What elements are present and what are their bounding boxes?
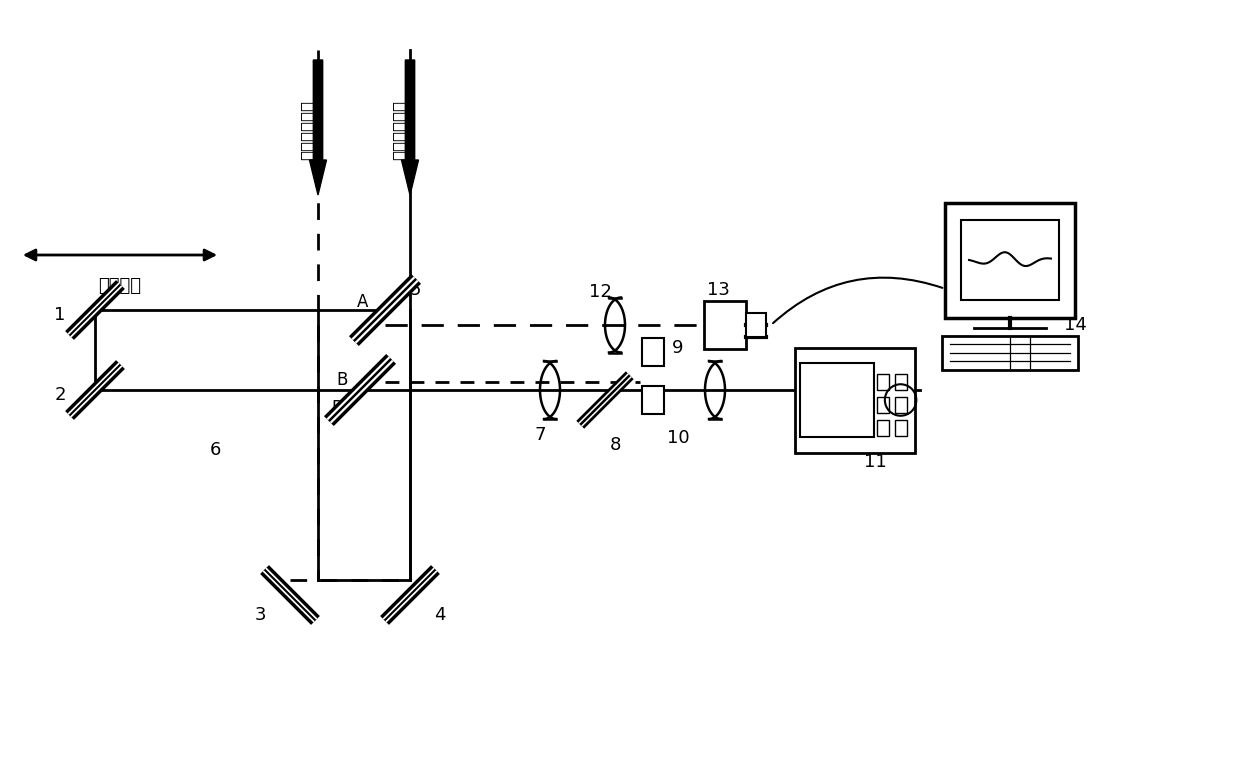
Bar bbox=[642, 386, 663, 414]
Text: B: B bbox=[336, 371, 347, 389]
Text: 可变延迟: 可变延迟 bbox=[98, 277, 141, 295]
Bar bbox=[704, 301, 746, 349]
Text: 5: 5 bbox=[409, 281, 420, 299]
Text: 1: 1 bbox=[55, 306, 66, 324]
Text: 13: 13 bbox=[707, 281, 729, 299]
Bar bbox=[877, 397, 889, 412]
Bar bbox=[961, 220, 1059, 300]
Text: 3: 3 bbox=[254, 606, 265, 624]
Text: D: D bbox=[331, 399, 345, 417]
Bar bbox=[877, 420, 889, 436]
Bar bbox=[642, 338, 663, 366]
FancyBboxPatch shape bbox=[795, 347, 915, 453]
Text: 8: 8 bbox=[609, 436, 621, 454]
Text: 6: 6 bbox=[210, 441, 221, 459]
Text: C: C bbox=[357, 323, 368, 341]
Text: 12: 12 bbox=[589, 283, 611, 301]
Text: 9: 9 bbox=[672, 339, 683, 357]
Text: 4: 4 bbox=[434, 606, 445, 624]
Text: 2: 2 bbox=[55, 386, 66, 404]
Text: A: A bbox=[357, 293, 368, 311]
Text: 7: 7 bbox=[534, 426, 546, 444]
Text: 10: 10 bbox=[667, 429, 689, 447]
Bar bbox=[746, 313, 766, 337]
Bar bbox=[800, 363, 874, 437]
Bar bbox=[945, 203, 1075, 317]
Bar bbox=[877, 374, 889, 389]
Text: 11: 11 bbox=[863, 453, 887, 471]
Polygon shape bbox=[402, 60, 419, 195]
Text: 待测脉冲入射: 待测脉冲入射 bbox=[391, 100, 409, 160]
Text: 连续红光入射: 连续红光入射 bbox=[299, 100, 317, 160]
Bar bbox=[894, 397, 906, 412]
Text: 14: 14 bbox=[1064, 316, 1086, 334]
Bar bbox=[894, 420, 906, 436]
Bar bbox=[941, 336, 1079, 370]
Bar bbox=[894, 374, 906, 389]
Polygon shape bbox=[310, 60, 326, 195]
